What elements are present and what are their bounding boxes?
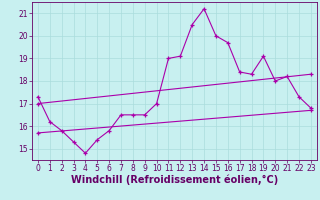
X-axis label: Windchill (Refroidissement éolien,°C): Windchill (Refroidissement éolien,°C) xyxy=(71,175,278,185)
